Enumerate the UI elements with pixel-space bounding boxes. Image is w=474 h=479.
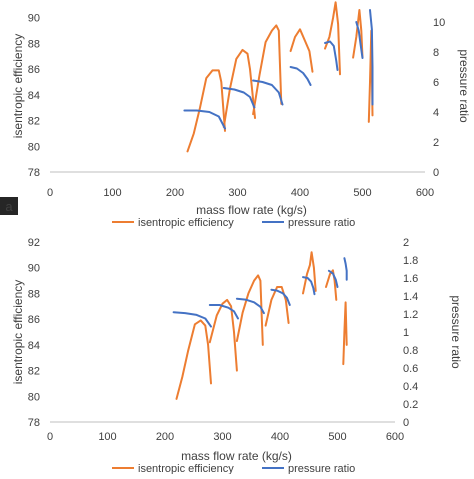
pressure-ratio-line-segment xyxy=(327,269,339,288)
y2-tick-label: 6 xyxy=(433,77,439,89)
legend-label: isentropic efficiency xyxy=(138,217,234,229)
x-tick-label: 300 xyxy=(228,187,246,199)
pressure-ratio-line-segment xyxy=(235,297,265,315)
x-tick-label: 100 xyxy=(103,187,121,199)
y-tick-label: 80 xyxy=(28,141,40,153)
pressure-ratio-line-segment xyxy=(302,276,316,296)
efficiency-line-segment xyxy=(235,274,264,346)
efficiency-line-segment xyxy=(208,298,238,372)
x-tick-label: 400 xyxy=(291,187,309,199)
x-tick-label: 500 xyxy=(328,431,346,443)
y-tick-label: 82 xyxy=(28,366,40,378)
x-axis-label: mass flow rate (kg/s) xyxy=(196,203,307,217)
y2-tick-label: 4 xyxy=(433,107,439,119)
y2-tick-label: 1.8 xyxy=(403,255,418,267)
y2-tick-label: 0.4 xyxy=(403,381,418,393)
y-tick-label: 86 xyxy=(28,314,40,326)
y-tick-label: 86 xyxy=(28,64,40,76)
y-tick-label: 80 xyxy=(28,391,40,403)
y-tick-label: 88 xyxy=(28,288,40,300)
legend-label: pressure ratio xyxy=(288,217,355,229)
y2-tick-label: 1.2 xyxy=(403,309,418,321)
y-tick-label: 92 xyxy=(28,237,40,249)
pressure-ratio-line-segment xyxy=(208,304,239,320)
y2-tick-label: 8 xyxy=(433,47,439,59)
x-tick-label: 0 xyxy=(47,431,53,443)
y-tick-label: 90 xyxy=(28,13,40,25)
y-axis-label: isentropic efficiency xyxy=(11,34,25,139)
y-tick-label: 78 xyxy=(28,417,40,429)
y2-tick-label: 0.8 xyxy=(403,345,418,357)
x-tick-label: 500 xyxy=(353,187,371,199)
x-tick-label: 100 xyxy=(98,431,116,443)
y2-tick-label: 0.2 xyxy=(403,399,418,411)
pressure-ratio-line-segment xyxy=(343,257,348,281)
pressure-ratio-line-segment xyxy=(324,40,339,71)
efficiency-line-segment xyxy=(289,28,314,73)
y-tick-label: 84 xyxy=(28,340,40,352)
y2-tick-label: 0.6 xyxy=(403,363,418,375)
y2-tick-label: 0 xyxy=(433,167,439,179)
y2-tick-label: 1 xyxy=(403,327,409,339)
y-tick-label: 78 xyxy=(28,167,40,179)
x-tick-label: 0 xyxy=(47,187,53,199)
pressure-ratio-line-segment xyxy=(355,21,364,59)
x-tick-label: 600 xyxy=(386,431,404,443)
y-tick-label: 82 xyxy=(28,116,40,128)
efficiency-line-segment xyxy=(324,1,341,76)
pressure-ratio-line-segment xyxy=(289,66,312,86)
y2-tick-label: 1.4 xyxy=(403,291,418,303)
efficiency-line-segment xyxy=(342,301,348,366)
y2-tick-label: 2 xyxy=(433,137,439,149)
panel-label: a xyxy=(5,199,13,214)
y2-tick-label: 1.6 xyxy=(403,273,418,285)
efficiency-line-segment xyxy=(175,319,212,400)
x-tick-label: 300 xyxy=(213,431,231,443)
y2-tick-label: 2 xyxy=(403,237,409,249)
pressure-ratio-line-segment xyxy=(252,79,284,106)
y-tick-label: 90 xyxy=(28,263,40,275)
y-axis-label: isentropic efficiency xyxy=(11,280,25,385)
y2-axis-label: pressure ratio xyxy=(449,295,463,369)
pressure-ratio-line-segment xyxy=(183,109,226,130)
efficiency-line-segment xyxy=(252,24,283,116)
y-tick-label: 88 xyxy=(28,38,40,50)
legend-label: isentropic efficiency xyxy=(138,463,234,474)
x-axis-label: mass flow rate (kg/s) xyxy=(181,449,292,463)
efficiency-line-segment xyxy=(352,9,364,59)
x-tick-label: 200 xyxy=(166,187,184,199)
x-tick-label: 200 xyxy=(156,431,174,443)
pressure-ratio-line-segment xyxy=(270,288,291,306)
x-tick-label: 400 xyxy=(271,431,289,443)
x-tick-label: 600 xyxy=(416,187,434,199)
y2-tick-label: 10 xyxy=(433,17,445,29)
efficiency-line-segment xyxy=(325,269,338,301)
y2-tick-label: 0 xyxy=(403,417,409,429)
pressure-ratio-line-segment xyxy=(369,9,374,106)
y-tick-label: 84 xyxy=(28,90,40,102)
legend-label: pressure ratio xyxy=(288,463,355,474)
pressure-ratio-line-segment xyxy=(172,311,212,328)
efficiency-line-segment xyxy=(186,69,226,153)
y2-axis-label: pressure ratio xyxy=(457,49,471,123)
panel-label-box xyxy=(0,197,18,215)
pressure-ratio-line-segment xyxy=(222,87,256,109)
efficiency-line-segment xyxy=(264,286,290,327)
